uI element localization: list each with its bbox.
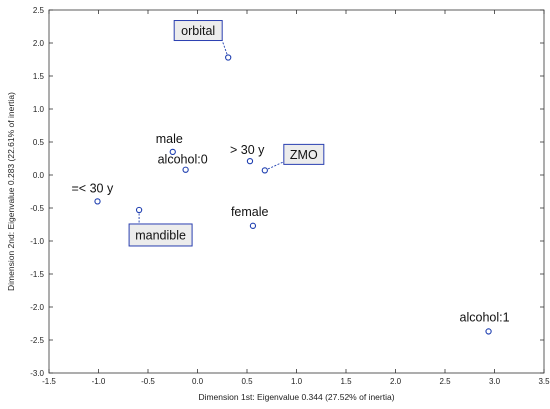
point-2: alcohol:0 — [158, 153, 208, 173]
point-label: male — [156, 132, 183, 146]
point-3: > 30 y — [230, 143, 265, 165]
data-point-marker — [261, 167, 268, 174]
point-label: orbital — [181, 24, 215, 38]
x-tick-label: 1.0 — [291, 377, 303, 386]
y-tick-label: 1.0 — [33, 105, 45, 114]
y-tick-label: 0.0 — [33, 171, 45, 180]
x-tick-label: 0.0 — [192, 377, 204, 386]
point-7: female — [231, 205, 269, 229]
x-tick-label: 1.5 — [340, 377, 352, 386]
point-label: ZMO — [290, 148, 318, 162]
data-point-marker — [485, 328, 492, 335]
label-box — [128, 223, 193, 247]
x-tick-label: -1.0 — [92, 377, 106, 386]
point-label: =< 30 y — [72, 181, 114, 195]
data-point-marker — [94, 198, 101, 205]
data-point-marker — [182, 166, 189, 173]
point-label: female — [231, 205, 269, 219]
y-tick-label: -0.5 — [30, 204, 44, 213]
y-tick-label: 2.5 — [33, 6, 45, 15]
data-point-marker — [225, 54, 232, 61]
label-box — [283, 143, 325, 165]
x-axis-label: Dimension 1st: Eigenvalue 0.344 (27.52% … — [198, 392, 394, 402]
y-tick-label: -2.5 — [30, 336, 44, 345]
x-tick-label: -0.5 — [141, 377, 155, 386]
point-5: =< 30 y — [72, 181, 114, 205]
point-0: orbital — [173, 20, 232, 61]
data-point-marker — [246, 157, 254, 165]
data-point-marker — [169, 148, 176, 156]
label-connector — [221, 40, 229, 58]
y-tick-label: -3.0 — [30, 369, 44, 378]
point-6: mandible — [128, 206, 193, 247]
point-label: mandible — [135, 228, 186, 242]
point-label: alcohol:0 — [158, 153, 208, 167]
y-tick-label: 1.5 — [33, 72, 45, 81]
point-label: alcohol:1 — [460, 310, 510, 324]
y-tick-label: 0.5 — [33, 138, 45, 147]
data-point-marker — [135, 206, 143, 214]
point-1: male — [156, 132, 183, 156]
y-axis-label: Dimension 2nd: Eigenvalue 0.283 (22.61% … — [6, 92, 16, 291]
y-tick-label: -1.0 — [30, 237, 44, 246]
x-tick-label: 2.0 — [390, 377, 402, 386]
x-tick-label: 3.0 — [489, 377, 501, 386]
point-8: alcohol:1 — [460, 310, 510, 335]
point-label: > 30 y — [230, 143, 265, 157]
label-box — [173, 20, 223, 42]
plot-frame — [48, 9, 545, 374]
y-tick-label: -1.5 — [30, 270, 44, 279]
x-tick-label: 2.5 — [439, 377, 451, 386]
point-4: ZMO — [261, 143, 325, 174]
x-tick-label: 0.5 — [241, 377, 253, 386]
y-tick-label: -2.0 — [30, 303, 44, 312]
y-tick-label: 2.0 — [33, 39, 45, 48]
x-tick-label: -1.5 — [42, 377, 56, 386]
x-tick-label: 3.5 — [538, 377, 550, 386]
label-connector — [264, 159, 288, 171]
data-point-marker — [249, 222, 257, 229]
